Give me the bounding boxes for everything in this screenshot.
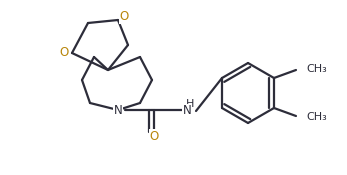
Text: CH₃: CH₃	[306, 64, 327, 74]
Text: N: N	[113, 103, 122, 117]
Text: O: O	[59, 47, 69, 60]
Text: H: H	[186, 99, 194, 109]
Text: O: O	[119, 10, 129, 23]
Text: O: O	[149, 130, 159, 142]
Text: N: N	[183, 104, 192, 117]
Text: CH₃: CH₃	[306, 112, 327, 122]
